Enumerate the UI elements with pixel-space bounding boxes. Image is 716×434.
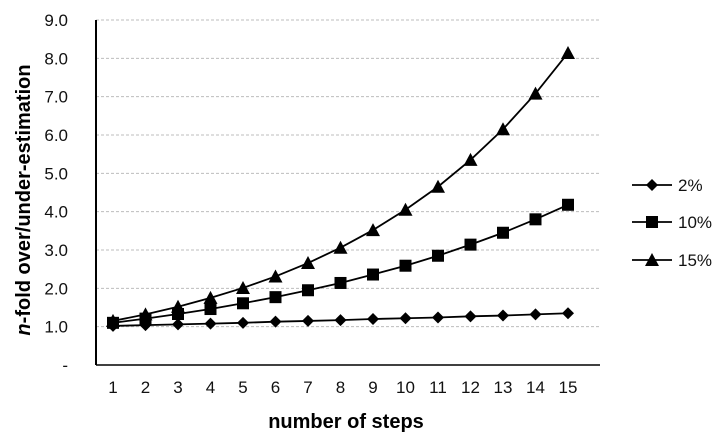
- x-tick-label: 3: [173, 378, 182, 397]
- gridlines: [96, 19, 600, 328]
- y-tick-label: 3.0: [44, 241, 68, 260]
- series-2: [106, 45, 575, 327]
- x-tick-label: 8: [336, 378, 345, 397]
- x-tick-label: 7: [303, 378, 312, 397]
- diamond-marker: [302, 314, 314, 327]
- y-tick-label: -: [62, 356, 68, 375]
- legend: 2% 10% 15%: [632, 176, 712, 270]
- x-tick-labels: 1 2 3 4 5 6 7 8 9 10 11 12 13 14 15: [108, 378, 577, 397]
- triangle-marker: [431, 179, 445, 193]
- y-tick-label: 5.0: [44, 164, 68, 183]
- triangle-marker: [333, 240, 348, 254]
- square-marker: [399, 259, 412, 272]
- square-marker: [562, 198, 574, 211]
- triangle-marker: [528, 86, 543, 100]
- y-tick-label: 4.0: [44, 203, 68, 222]
- triangle-marker: [561, 45, 575, 59]
- y-axis-title: n-fold over/under-estimation: [13, 64, 35, 335]
- x-tick-label: 14: [526, 378, 545, 397]
- triangle-marker: [138, 307, 153, 321]
- legend-item: 15%: [632, 251, 712, 270]
- y-tick-label: 7.0: [44, 88, 68, 107]
- triangle-marker: [236, 280, 250, 294]
- legend-item: 10%: [632, 213, 712, 232]
- diamond-marker: [562, 307, 574, 320]
- diamond-marker: [269, 315, 282, 328]
- square-marker: [269, 291, 282, 304]
- diamond-marker: [204, 317, 217, 330]
- square-marker: [367, 268, 379, 281]
- diamond-marker: [237, 316, 249, 329]
- triangle-marker: [463, 152, 478, 166]
- x-tick-label: 13: [494, 378, 513, 397]
- x-tick-label: 5: [238, 378, 247, 397]
- triangle-marker: [203, 290, 218, 304]
- triangle-marker: [301, 256, 315, 270]
- y-tick-labels: - 1.0 2.0 3.0 4.0 5.0 6.0 7.0 8.0 9.0: [44, 11, 68, 375]
- triangle-marker: [268, 269, 283, 283]
- square-marker: [464, 238, 477, 251]
- diamond-marker: [432, 311, 444, 324]
- square-marker: [432, 249, 444, 262]
- square-marker: [204, 303, 217, 316]
- x-tick-label: 6: [271, 378, 280, 397]
- x-tick-label: 12: [461, 378, 480, 397]
- diamond-marker: [367, 313, 379, 325]
- legend-square-marker: [646, 216, 658, 228]
- x-tick-label: 9: [368, 378, 377, 397]
- y-tick-label: 9.0: [44, 11, 68, 30]
- x-tick-label: 15: [559, 378, 578, 397]
- diamond-marker: [334, 314, 347, 327]
- triangle-marker: [171, 299, 185, 313]
- x-tick-label: 11: [429, 378, 447, 397]
- square-marker: [302, 284, 314, 297]
- triangle-marker: [366, 223, 380, 237]
- square-marker: [529, 213, 542, 226]
- diamond-marker: [172, 318, 184, 331]
- y-tick-label: 1.0: [44, 318, 68, 337]
- legend-triangle-marker: [645, 253, 659, 266]
- legend-item: 2%: [632, 176, 703, 195]
- x-axis-title: number of steps: [268, 411, 424, 433]
- square-marker: [237, 297, 249, 310]
- series-group: [106, 45, 575, 332]
- y-tick-label: 2.0: [44, 279, 68, 298]
- diamond-marker: [497, 309, 509, 322]
- y-axis-title-rest: -fold over/under-estimation: [13, 64, 35, 323]
- square-marker: [497, 226, 509, 239]
- diamond-marker: [529, 308, 542, 321]
- triangle-marker: [496, 122, 510, 136]
- x-tick-label: 2: [141, 378, 150, 397]
- x-tick-label: 10: [396, 378, 415, 397]
- legend-label: 15%: [678, 251, 712, 270]
- triangle-marker: [398, 202, 413, 216]
- y-tick-label: 6.0: [44, 126, 68, 145]
- diamond-marker: [464, 310, 477, 323]
- square-marker: [334, 276, 347, 289]
- x-tick-label: 1: [108, 378, 117, 397]
- y-axis-title-italic: n: [13, 323, 35, 335]
- diamond-marker: [399, 312, 412, 325]
- legend-label: 10%: [678, 213, 712, 232]
- legend-label: 2%: [678, 176, 703, 195]
- x-tick-label: 4: [206, 378, 215, 397]
- legend-diamond-marker: [646, 179, 658, 191]
- triangle-marker: [106, 313, 120, 327]
- y-tick-label: 8.0: [44, 49, 68, 68]
